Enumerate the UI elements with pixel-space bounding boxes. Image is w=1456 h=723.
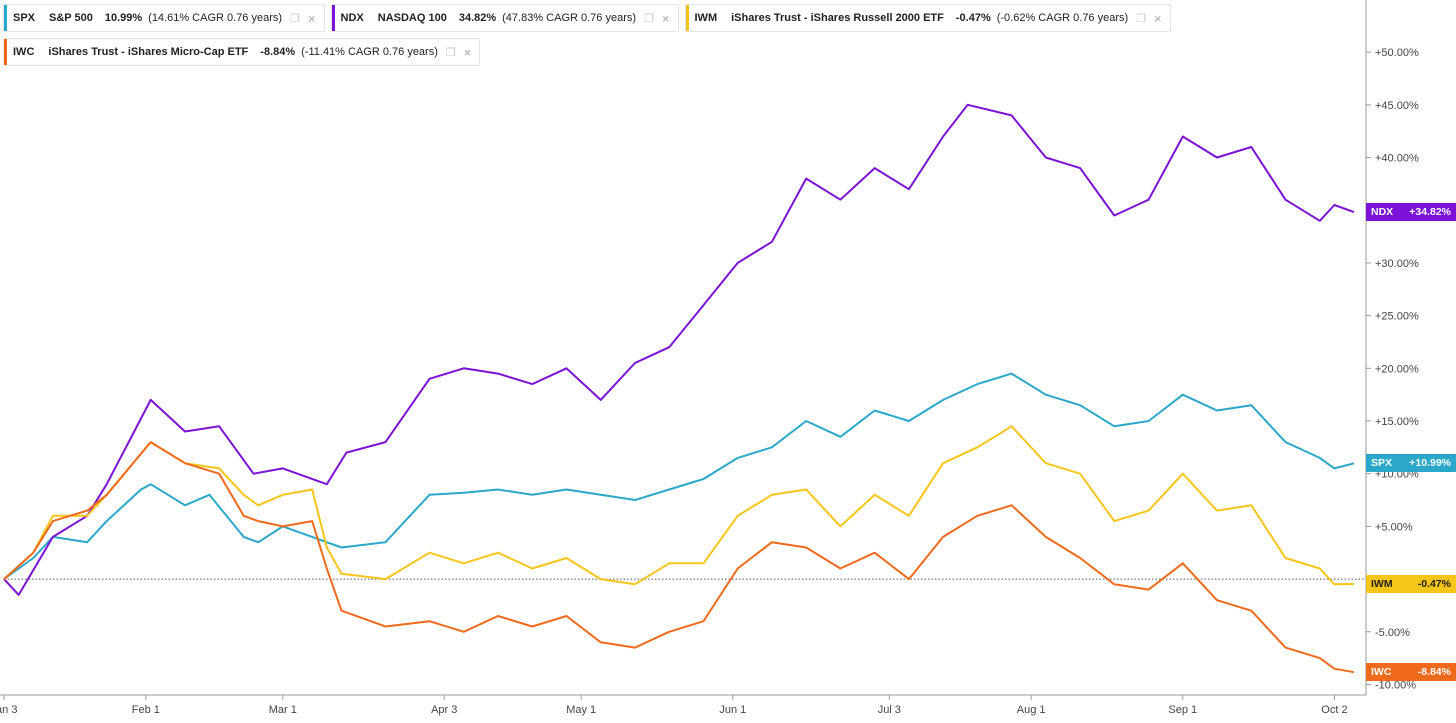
badge-value: -8.84% [1417,666,1451,679]
badge-ticker: NDX [1371,206,1394,219]
badge-spx: SPX +10.99% [1366,454,1456,473]
legend-ticker: SPX [13,12,36,24]
x-tick-label: Feb 1 [132,704,160,716]
series-line-iwm [3,425,1355,586]
legend-return: -8.84% [260,46,296,58]
legend-ticker: IWM [694,12,718,24]
legend-swatch-ndx [331,5,335,31]
legend-ticker: IWC [13,46,35,58]
y-tick-label: +25.00% [1375,311,1419,323]
legend-row-1: SPX S&P 500 10.99% (14.61% CAGR 0.76 yea… [3,4,1171,32]
copy-icon[interactable]: ❐ [644,12,654,25]
badge-ticker: IWM [1371,578,1393,591]
copy-icon[interactable]: ❐ [445,46,456,59]
copy-icon[interactable]: ❐ [1136,12,1147,25]
x-tick-label: Jul 3 [878,704,901,716]
series-line-iwc [3,441,1355,674]
legend-cagr: (-11.41% CAGR 0.76 years) [301,46,438,58]
copy-icon[interactable]: ❐ [290,12,300,25]
legend-row-2: IWC iShares Trust - iShares Micro-Cap ET… [3,38,481,66]
x-tick-label: Sep 1 [1168,704,1197,716]
legend-name: iShares Trust - iShares Micro-Cap ETF [48,46,249,58]
x-tick-label: Jun 1 [719,704,746,716]
x-tick-label: Aug 1 [1017,704,1046,716]
y-tick-label: +20.00% [1375,363,1419,375]
x-tick-label: May 1 [566,704,596,716]
legend-ticker: NDX [340,12,364,24]
legend-name: iShares Trust - iShares Russell 2000 ETF [731,12,944,24]
x-tick-label: Mar 1 [269,704,297,716]
legend-item-iwm[interactable]: IWM iShares Trust - iShares Russell 2000… [684,4,1171,32]
y-tick-label: -5.00% [1375,627,1410,639]
legend-item-iwc[interactable]: IWC iShares Trust - iShares Micro-Cap ET… [3,38,481,66]
badge-ticker: SPX [1371,457,1393,470]
legend-swatch-iwm [685,5,689,31]
x-tick-label: Apr 3 [431,704,457,716]
x-tick-label: Oct 2 [1321,704,1347,716]
legend-cagr: (14.61% CAGR 0.76 years) [148,12,283,24]
badge-ndx: NDX +34.82% [1366,203,1456,222]
close-icon[interactable]: × [1154,10,1162,26]
legend-name: S&P 500 [49,12,93,24]
legend-item-spx[interactable]: SPX S&P 500 10.99% (14.61% CAGR 0.76 yea… [3,4,325,32]
badge-iwc: IWC -8.84% [1366,663,1456,682]
y-tick-label: +5.00% [1375,521,1413,533]
y-tick-label: -10.00% [1375,679,1416,691]
badge-value: +34.82% [1409,206,1451,219]
close-icon[interactable]: × [463,44,472,60]
legend-name: NASDAQ 100 [377,12,447,24]
close-icon[interactable]: × [661,10,670,26]
badge-value: -0.47% [1417,578,1451,591]
y-tick-label: +50.00% [1375,47,1419,59]
legend-return: -0.47% [955,12,991,24]
badge-iwm: IWM -0.47% [1366,575,1456,594]
badge-value: +10.99% [1409,457,1451,470]
y-tick-label: +15.00% [1375,416,1419,428]
legend-cagr: (-0.62% CAGR 0.76 years) [996,12,1129,24]
y-tick-label: +40.00% [1375,153,1419,165]
close-icon[interactable]: × [307,10,316,26]
x-tick-label: Jan 3 [0,704,17,716]
legend-item-ndx[interactable]: NDX NASDAQ 100 34.82% (47.83% CAGR 0.76 … [330,4,679,32]
series-line-ndx [3,103,1355,596]
legend-swatch-iwc [4,39,7,65]
badge-ticker: IWC [1371,666,1392,679]
legend-return: 10.99% [104,12,143,24]
y-tick-label: +30.00% [1375,258,1419,270]
legend-return: 34.82% [458,12,497,24]
legend-cagr: (47.83% CAGR 0.76 years) [502,12,637,24]
legend-swatch-spx [4,5,7,31]
series-line-spx [3,372,1355,580]
y-tick-label: +45.00% [1375,100,1419,112]
